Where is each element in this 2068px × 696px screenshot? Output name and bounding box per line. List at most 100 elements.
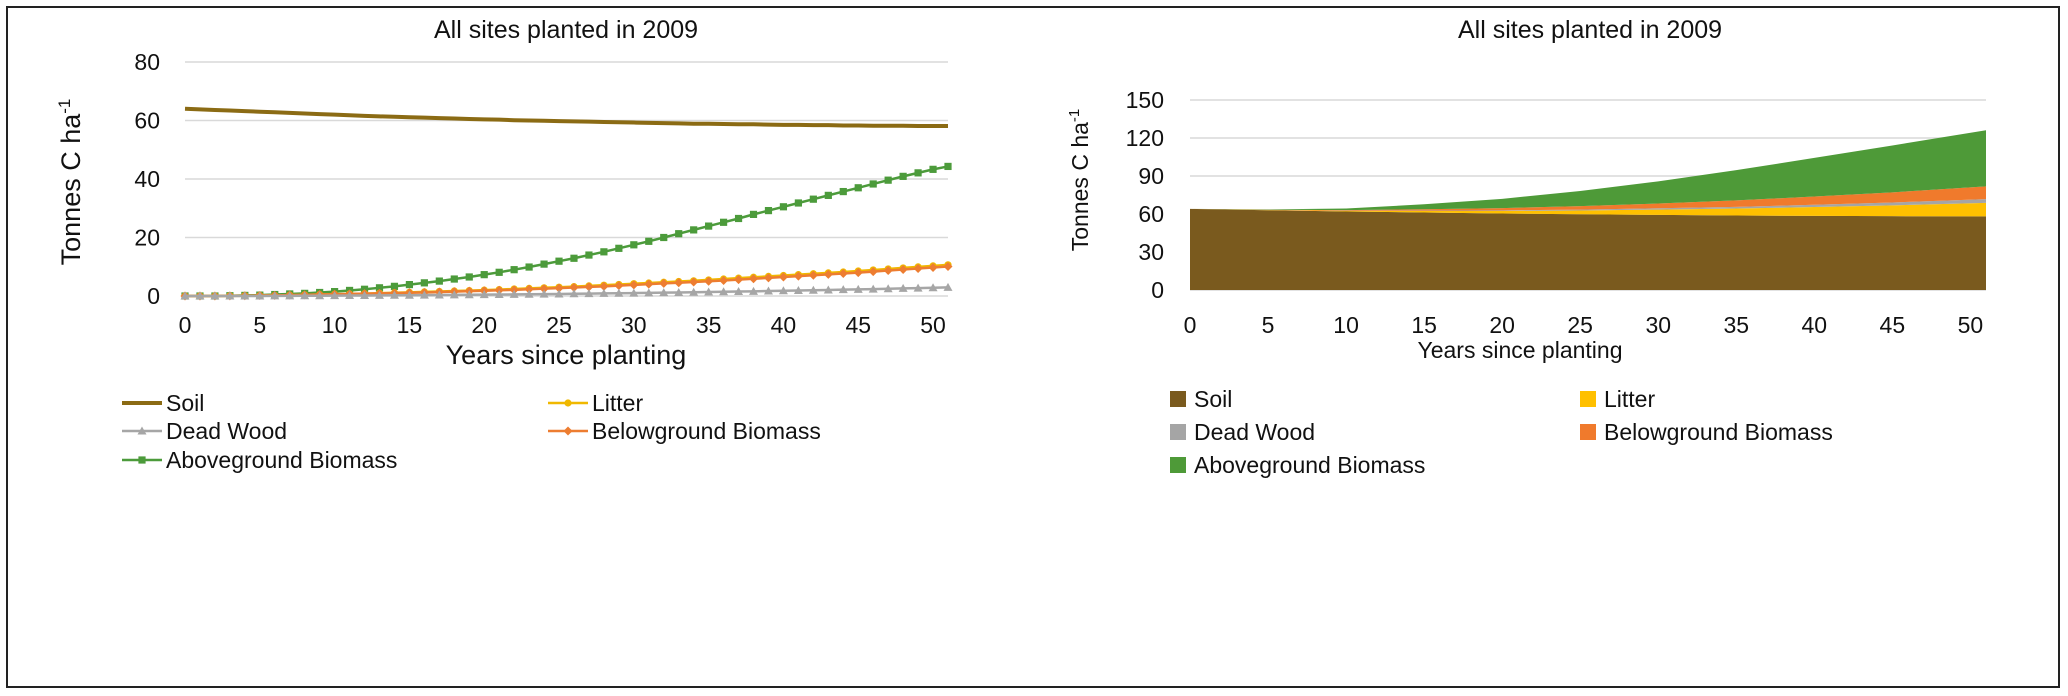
x-tick-label: 25 [546,312,572,338]
data-point-aboveground-biomass [510,266,518,274]
data-point-dead-wood [330,291,340,300]
data-point-dead-wood [868,284,878,293]
data-point-dead-wood [255,291,265,300]
data-point-aboveground-biomass [824,191,832,199]
data-point-belowground-biomass [614,281,624,291]
x-tick-label: 25 [1567,312,1593,338]
data-point-belowground-biomass [674,278,684,288]
data-point-dead-wood [719,287,729,296]
data-point-dead-wood [374,290,384,299]
data-point-belowground-biomass [599,281,609,291]
data-point-dead-wood [659,288,669,297]
data-point-aboveground-biomass [645,237,653,245]
data-point-belowground-biomass [689,277,699,287]
legend-swatch [1170,424,1186,440]
data-point-dead-wood [584,289,594,298]
data-point-belowground-biomass [898,265,908,275]
data-point-dead-wood [569,289,579,298]
data-point-aboveground-biomass [435,277,443,285]
data-point-dead-wood [404,290,414,299]
data-point-aboveground-biomass [794,199,802,207]
data-point-belowground-biomass [584,282,594,292]
y-tick-label: 120 [1126,125,1164,151]
line-chart: All sites planted in 2009 0 20 40 60 80 0 5 10 15… [55,16,953,473]
data-point-belowground-biomass [763,273,773,283]
data-point-dead-wood [240,291,250,300]
x-tick-label: 15 [397,312,423,338]
x-tick-label: 45 [845,312,871,338]
data-point-aboveground-biomass [719,218,728,226]
data-point-aboveground-biomass [869,180,877,188]
series-line-soil [184,106,948,129]
data-point-belowground-biomass [778,272,788,282]
data-point-dead-wood [734,287,744,296]
data-point-aboveground-biomass [944,162,952,171]
legend-label: Aboveground Biomass [1194,452,1425,478]
data-point-dead-wood [315,291,325,300]
x-tick-label: 40 [771,312,797,338]
data-point-aboveground-biomass [854,184,862,192]
y-tick-label: 0 [1151,277,1164,303]
data-point-aboveground-biomass [585,251,593,259]
data-point-dead-wood [494,290,504,299]
x-axis-label: Years since planting [446,340,687,370]
data-point-belowground-biomass [823,269,833,279]
area-dead-wood [1190,199,1986,211]
x-tick-label: 0 [179,312,192,338]
data-point-dead-wood [449,290,459,299]
data-point-belowground-biomass [629,280,639,290]
data-point-belowground-biomass [749,274,759,284]
y-tick-label: 30 [1138,239,1164,265]
data-point-belowground-biomass [644,279,654,289]
data-point-aboveground-biomass [914,169,922,177]
data-point-aboveground-biomass [749,210,758,218]
legend-swatch [1580,424,1596,440]
y-tick-label: 90 [1138,163,1164,189]
data-point-dead-wood [644,288,654,297]
data-point-dead-wood [464,290,474,299]
legend-marker [137,426,147,435]
data-point-dead-wood [898,283,908,292]
data-point-dead-wood [808,285,818,294]
data-point-aboveground-biomass [809,195,817,203]
data-point-dead-wood [554,289,564,298]
x-tick-label: 45 [1880,312,1906,338]
data-point-belowground-biomass [719,275,729,285]
data-point-dead-wood [345,291,355,300]
data-point-dead-wood [434,290,444,299]
data-point-belowground-biomass [928,262,938,272]
data-point-belowground-biomass [524,284,534,294]
data-point-aboveground-biomass [764,206,773,215]
data-point-aboveground-biomass [899,172,907,180]
data-point-belowground-biomass [659,278,669,288]
x-tick-label: 30 [621,312,647,338]
data-point-dead-wood [225,291,235,300]
y-tick-label: 60 [134,108,160,134]
data-point-dead-wood [928,283,938,292]
data-point-belowground-biomass [913,264,923,274]
y-tick-label: 20 [134,225,160,251]
data-point-dead-wood [300,291,310,300]
data-point-belowground-biomass [509,285,519,295]
data-point-dead-wood [180,291,190,300]
data-point-dead-wood [883,284,893,293]
data-point-belowground-biomass [838,268,848,278]
x-tick-label: 10 [322,312,348,338]
data-point-aboveground-biomass [375,284,384,292]
legend-label: Belowground Biomass [592,418,821,444]
legend-label: Aboveground Biomass [166,447,397,473]
data-point-dead-wood [270,291,280,300]
data-point-dead-wood [823,285,833,294]
data-point-belowground-biomass [883,266,893,276]
x-tick-label: 35 [696,312,722,338]
figure-frame [6,6,2060,688]
data-point-dead-wood [749,286,759,295]
x-tick-label: 5 [253,312,266,338]
data-point-belowground-biomass [853,268,863,278]
x-tick-label: 30 [1645,312,1671,338]
data-point-dead-wood [285,291,295,300]
legend-label: Dead Wood [1194,419,1315,445]
x-tick-label: 20 [471,312,497,338]
data-point-aboveground-biomass [884,176,892,184]
